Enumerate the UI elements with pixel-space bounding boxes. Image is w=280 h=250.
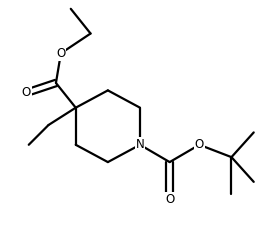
Text: O: O [195,138,204,151]
Text: O: O [56,47,66,60]
Text: N: N [136,138,144,151]
Text: O: O [165,193,174,206]
Text: O: O [22,86,31,99]
